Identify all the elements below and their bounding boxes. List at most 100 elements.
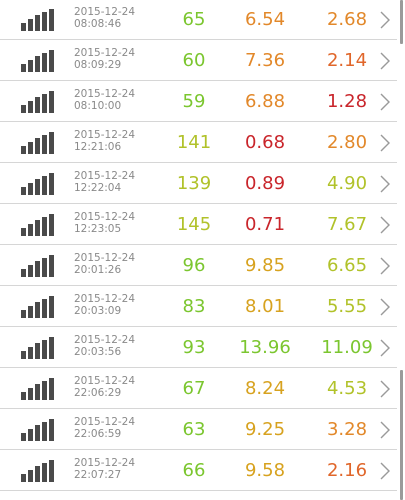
result-time: 12:22:04: [74, 182, 122, 194]
upload-value: 2.68: [326, 9, 368, 30]
result-date: 2015-12-24: [74, 457, 136, 469]
download-value: 9.25: [244, 419, 286, 440]
timestamp: 2015-12-24 22:06:29: [74, 375, 135, 399]
result-row[interactable]: 2015-12-24 22:06:29 67 8.24 4.53: [0, 368, 397, 409]
result-row[interactable]: 2015-12-24 08:09:29 60 7.36 2.14: [0, 40, 397, 81]
signal-strength-icon: [21, 91, 54, 113]
chevron-right-icon[interactable]: [379, 257, 391, 275]
signal-strength-icon: [21, 173, 54, 195]
ping-value: 96: [182, 255, 206, 276]
chevron-right-icon[interactable]: [379, 421, 391, 439]
download-value: 9.85: [244, 255, 286, 276]
signal-strength-icon: [21, 255, 54, 277]
result-row[interactable]: 2015-12-24 12:23:05 145 0.71 7.67: [0, 204, 397, 245]
ping-value: 145: [176, 214, 212, 235]
result-date: 2015-12-24: [74, 6, 136, 18]
chevron-right-icon[interactable]: [379, 134, 391, 152]
timestamp: 2015-12-24 08:08:46: [74, 6, 135, 30]
ping-value: 59: [182, 91, 206, 112]
result-row[interactable]: 2015-12-24 12:22:04 139 0.89 4.90: [0, 163, 397, 204]
result-row[interactable]: 2015-12-24 20:03:56 93 13.96 11.09: [0, 327, 397, 368]
chevron-right-icon[interactable]: [379, 175, 391, 193]
download-value: 7.36: [244, 50, 286, 71]
result-row[interactable]: 2015-12-24 20:03:09 83 8.01 5.55: [0, 286, 397, 327]
download-value: 0.68: [244, 132, 286, 153]
ping-value: 139: [176, 173, 212, 194]
download-value: 6.54: [244, 9, 286, 30]
upload-value: 11.09: [321, 337, 373, 358]
chevron-right-icon[interactable]: [379, 11, 391, 29]
download-value: 0.89: [244, 173, 286, 194]
ping-value: 67: [182, 378, 206, 399]
upload-value: 5.55: [326, 296, 368, 317]
timestamp: 2015-12-24 20:03:09: [74, 293, 135, 317]
result-time: 08:08:46: [74, 18, 122, 30]
signal-strength-icon: [21, 337, 54, 359]
result-date: 2015-12-24: [74, 334, 136, 346]
ping-value: 60: [182, 50, 206, 71]
result-row[interactable]: 2015-12-24 22:07:27 66 9.58 2.16: [0, 450, 397, 491]
upload-value: 2.16: [326, 460, 368, 481]
scrollbar-bottom[interactable]: [400, 370, 403, 500]
signal-strength-icon: [21, 50, 54, 72]
result-row[interactable]: 2015-12-24 20:01:26 96 9.85 6.65: [0, 245, 397, 286]
chevron-right-icon[interactable]: [379, 93, 391, 111]
result-row[interactable]: 2015-12-24 08:10:00 59 6.88 1.28: [0, 81, 397, 122]
upload-value: 2.14: [326, 50, 368, 71]
result-row[interactable]: 2015-12-24 22:06:59 63 9.25 3.28: [0, 409, 397, 450]
timestamp: 2015-12-24 22:07:27: [74, 457, 135, 481]
result-row[interactable]: 2015-12-24 12:21:06 141 0.68 2.80: [0, 122, 397, 163]
download-value: 13.96: [239, 337, 291, 358]
timestamp: 2015-12-24 12:21:06: [74, 129, 135, 153]
ping-value: 83: [182, 296, 206, 317]
result-time: 20:03:56: [74, 346, 122, 358]
result-time: 22:06:29: [74, 387, 122, 399]
upload-value: 4.90: [326, 173, 368, 194]
result-date: 2015-12-24: [74, 211, 136, 223]
upload-value: 6.65: [326, 255, 368, 276]
result-date: 2015-12-24: [74, 47, 136, 59]
ping-value: 65: [182, 9, 206, 30]
chevron-right-icon[interactable]: [379, 298, 391, 316]
timestamp: 2015-12-24 20:03:56: [74, 334, 135, 358]
download-value: 0.71: [244, 214, 286, 235]
signal-strength-icon: [21, 214, 54, 236]
signal-strength-icon: [21, 419, 54, 441]
ping-value: 66: [182, 460, 206, 481]
download-value: 8.01: [244, 296, 286, 317]
result-time: 12:23:05: [74, 223, 122, 235]
download-value: 6.88: [244, 91, 286, 112]
ping-value: 93: [182, 337, 206, 358]
signal-strength-icon: [21, 9, 54, 31]
chevron-right-icon[interactable]: [379, 52, 391, 70]
result-time: 20:03:09: [74, 305, 122, 317]
timestamp: 2015-12-24 12:22:04: [74, 170, 135, 194]
result-time: 22:07:27: [74, 469, 122, 481]
chevron-right-icon[interactable]: [379, 339, 391, 357]
chevron-right-icon[interactable]: [379, 380, 391, 398]
result-date: 2015-12-24: [74, 416, 136, 428]
upload-value: 2.80: [326, 132, 368, 153]
signal-strength-icon: [21, 296, 54, 318]
result-date: 2015-12-24: [74, 252, 136, 264]
timestamp: 2015-12-24 12:23:05: [74, 211, 135, 235]
upload-value: 4.53: [326, 378, 368, 399]
download-value: 8.24: [244, 378, 286, 399]
result-time: 08:10:00: [74, 100, 122, 112]
signal-strength-icon: [21, 460, 54, 482]
timestamp: 2015-12-24 22:06:59: [74, 416, 135, 440]
result-date: 2015-12-24: [74, 170, 136, 182]
result-row[interactable]: 2015-12-24 08:08:46 65 6.54 2.68: [0, 0, 397, 40]
chevron-right-icon[interactable]: [379, 462, 391, 480]
result-date: 2015-12-24: [74, 88, 136, 100]
scrollbar-top[interactable]: [400, 0, 403, 44]
signal-strength-icon: [21, 132, 54, 154]
results-list: 2015-12-24 08:08:46 65 6.54 2.68 2015-12-…: [0, 0, 397, 491]
ping-value: 63: [182, 419, 206, 440]
timestamp: 2015-12-24 08:09:29: [74, 47, 135, 71]
ping-value: 141: [176, 132, 212, 153]
result-date: 2015-12-24: [74, 129, 136, 141]
signal-strength-icon: [21, 378, 54, 400]
result-time: 08:09:29: [74, 59, 122, 71]
chevron-right-icon[interactable]: [379, 216, 391, 234]
